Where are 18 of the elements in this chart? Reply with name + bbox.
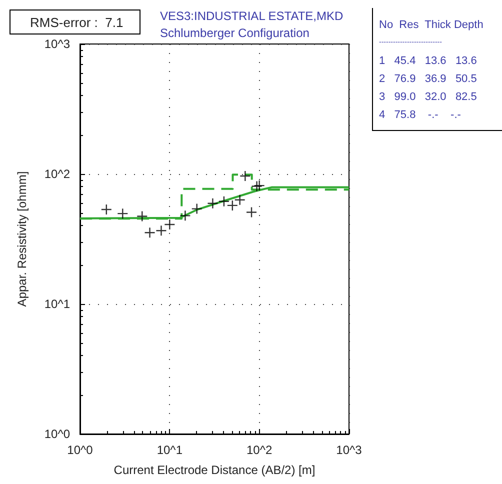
text: No Res Thick Depth bbox=[379, 18, 484, 33]
x-tick-label: 10^1 bbox=[156, 443, 183, 457]
y-tick-label: 10^0 bbox=[44, 427, 70, 441]
text: RMS-error : 7.1 bbox=[30, 15, 124, 30]
y-axis-title: Appar. Resistivity [ohmm] bbox=[15, 171, 29, 307]
y-tick-label: 10^2 bbox=[44, 167, 70, 181]
y-tick-label: 10^3 bbox=[44, 37, 70, 51]
text: 4 75.8 -.- -.- bbox=[379, 108, 462, 123]
chart-subtitle: Schlumberger Configuration bbox=[160, 26, 310, 40]
chart-title: VES3:INDUSTRIAL ESTATE,MKD bbox=[160, 9, 344, 23]
text: 2 76.9 36.9 50.5 bbox=[379, 72, 478, 87]
x-tick-label: 10^0 bbox=[67, 443, 94, 457]
text: 3 99.0 32.0 82.5 bbox=[379, 90, 478, 105]
x-tick-label: 10^2 bbox=[246, 443, 272, 457]
y-tick-label: 10^1 bbox=[44, 297, 70, 311]
text: 1 45.4 13.6 13.6 bbox=[379, 54, 478, 69]
x-tick-label: 10^3 bbox=[336, 443, 362, 457]
x-axis-title: Current Electrode Distance (AB/2) [m] bbox=[114, 463, 316, 477]
